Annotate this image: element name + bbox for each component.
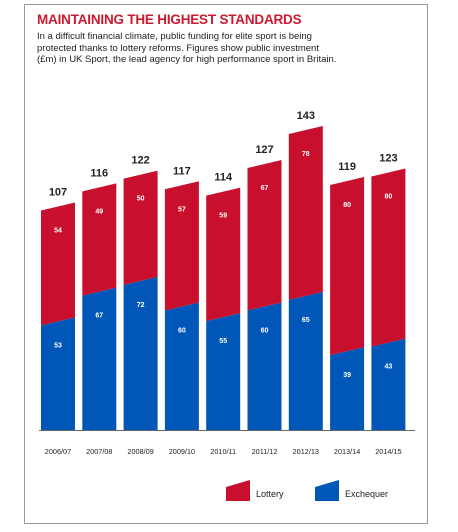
total-value-label: 117: [173, 165, 191, 177]
bar-lottery: [330, 177, 365, 356]
x-tick-label: 2014/15: [375, 447, 401, 456]
exchequer-value-label: 67: [95, 313, 103, 320]
bar-exchequer: [123, 276, 158, 430]
lottery-value-label: 49: [95, 208, 103, 215]
total-value-label: 127: [255, 144, 273, 156]
x-tick-label: 2011/12: [252, 447, 278, 456]
chart-subtitle: In a difficult financial climate, public…: [37, 31, 337, 65]
legend-swatch: [315, 480, 339, 501]
total-value-label: 107: [49, 187, 67, 199]
chart-frame: MAINTAINING THE HIGHEST STANDARDS In a d…: [24, 4, 428, 524]
x-tick-label: 2010/11: [210, 447, 236, 456]
total-value-label: 123: [379, 153, 397, 165]
exchequer-value-label: 65: [302, 317, 310, 324]
lottery-value-label: 54: [54, 228, 62, 235]
lottery-value-label: 57: [178, 206, 186, 213]
x-tick-label: 2012/13: [293, 447, 319, 456]
legend-label: Lottery: [256, 489, 284, 499]
lottery-value-label: 80: [385, 194, 393, 201]
bar-lottery: [206, 187, 241, 322]
bar-lottery: [164, 181, 199, 311]
total-value-label: 116: [90, 167, 108, 179]
lottery-value-label: 50: [137, 196, 145, 203]
bar-exchequer: [288, 291, 323, 430]
bar-exchequer: [330, 347, 365, 430]
x-tick-label: 2006/07: [45, 447, 71, 456]
exchequer-value-label: 53: [54, 342, 62, 349]
bar-lottery: [288, 126, 323, 300]
stacked-bar-chart: 53 54 107 2006/07 67 49 116 2007/08 72 50 122 2008/…: [39, 110, 415, 501]
lottery-value-label: 80: [343, 202, 351, 209]
total-value-label: 114: [214, 172, 233, 184]
legend-swatch: [226, 480, 250, 501]
exchequer-value-label: 39: [343, 372, 351, 379]
total-value-label: 143: [297, 110, 315, 122]
bar-exchequer: [164, 302, 199, 430]
bar-exchequer: [247, 302, 282, 430]
bar-exchequer: [371, 338, 406, 430]
lottery-value-label: 59: [219, 213, 227, 220]
bar-exchequer: [41, 317, 75, 430]
exchequer-value-label: 43: [385, 364, 393, 371]
bar-lottery: [82, 183, 117, 296]
bar-lottery: [123, 170, 158, 285]
exchequer-value-label: 60: [178, 327, 186, 334]
exchequer-value-label: 60: [261, 327, 269, 334]
bar-lottery: [41, 202, 75, 326]
lottery-value-label: 78: [302, 151, 310, 158]
total-value-label: 119: [338, 161, 356, 173]
total-value-label: 122: [131, 155, 149, 167]
x-tick-label: 2007/08: [86, 447, 112, 456]
x-tick-label: 2008/09: [127, 447, 153, 456]
bar-exchequer: [206, 313, 241, 430]
legend-label: Exchequer: [345, 489, 388, 499]
bar-lottery: [371, 168, 406, 347]
exchequer-value-label: 55: [219, 338, 227, 345]
chart-title: MAINTAINING THE HIGHEST STANDARDS: [37, 12, 302, 27]
x-tick-label: 2013/14: [334, 447, 360, 456]
bar-lottery: [247, 160, 282, 311]
lottery-value-label: 67: [261, 185, 269, 192]
exchequer-value-label: 72: [137, 302, 145, 309]
x-tick-label: 2009/10: [169, 447, 195, 456]
bar-exchequer: [82, 287, 117, 430]
